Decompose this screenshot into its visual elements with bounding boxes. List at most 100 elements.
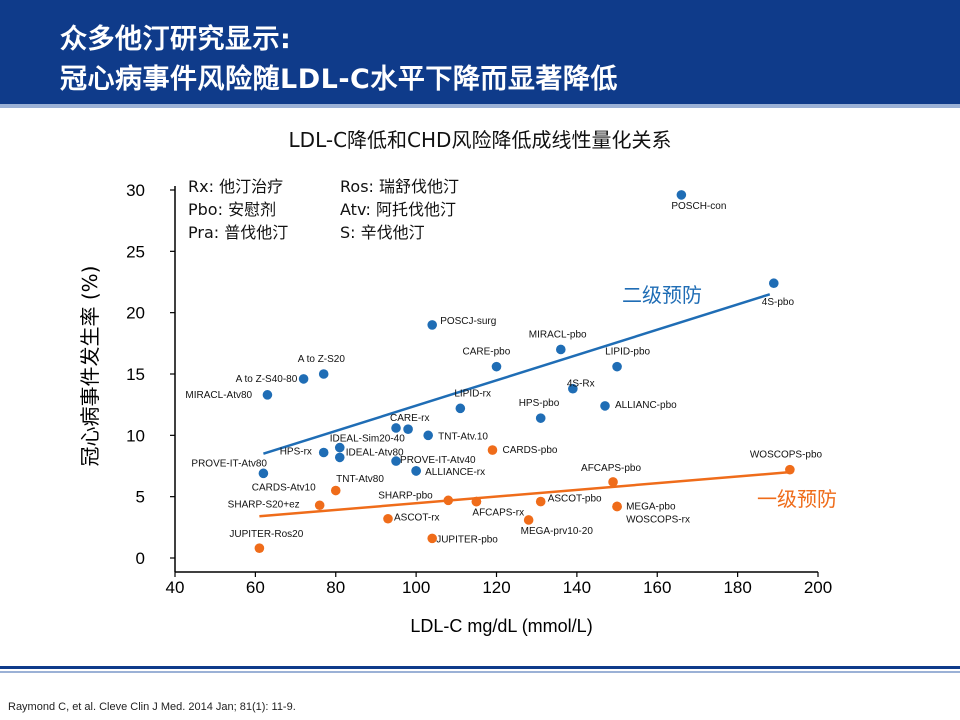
data-point — [443, 495, 454, 506]
data-point — [254, 543, 265, 553]
abbreviation-row: Pbo: 安慰剂 Atv: 阿托伐他汀 — [188, 198, 459, 221]
abbreviation-atv: Atv: 阿托伐他汀 — [340, 200, 457, 219]
data-point-label: AFCAPS-rx — [472, 508, 524, 519]
data-point — [785, 464, 795, 475]
footer-divider — [0, 666, 960, 669]
data-point-label: ASCOT-pbo — [548, 494, 602, 505]
data-point-label: IDEAL-Atv80 — [346, 447, 404, 458]
data-point-label: A to Z-S40-80 — [236, 374, 298, 385]
data-point — [487, 445, 498, 455]
abbreviation-rx: Rx: 他汀治疗 — [188, 177, 284, 196]
data-point-label: CARE-pbo — [463, 347, 511, 358]
slide-title-line2: 冠心病事件风险随LDL-C水平下降而显著降低 — [60, 64, 618, 95]
data-point-label: 4S-pbo — [762, 297, 795, 308]
data-point — [318, 447, 329, 458]
data-point — [391, 423, 401, 433]
data-point-label: TNT-Atv.10 — [438, 431, 488, 442]
data-point-label: SHARP-S20+ez — [228, 499, 300, 510]
data-point — [556, 344, 566, 355]
data-point — [314, 500, 325, 511]
data-point-label: IDEAL-Sim20-40 — [330, 434, 405, 445]
abbreviation-pbo: Pbo: 安慰剂 — [188, 200, 277, 219]
data-point — [411, 466, 421, 476]
data-point — [608, 477, 618, 487]
y-tick-label: 5 — [136, 488, 145, 507]
data-point-label: PROVE-IT-Atv40 — [400, 455, 476, 466]
secondary-trendline — [263, 293, 771, 455]
footer-divider-thin — [0, 671, 960, 673]
data-point-label: MEGA-pbo — [626, 501, 676, 512]
x-tick-label: 140 — [563, 578, 591, 597]
data-point-label: ALLIANCE-rx — [425, 467, 485, 478]
data-point-label: WOSCOPS-pbo — [750, 450, 823, 461]
x-tick-label: 40 — [166, 578, 185, 597]
x-tick-label: 100 — [402, 578, 430, 597]
abbreviation-row: Pra: 普伐他汀 S: 辛伐他汀 — [188, 221, 459, 244]
abbreviation-ros: Ros: 瑞舒伐他汀 — [340, 177, 460, 196]
data-point — [535, 496, 546, 507]
data-point-label: POSCJ-surg — [440, 316, 496, 327]
title-banner-divider — [0, 104, 960, 108]
y-tick-label: 15 — [126, 365, 145, 384]
data-point — [318, 369, 329, 379]
series-label-secondary-prevention: 二级预防 — [622, 283, 702, 307]
data-point-label: POSCH-con — [671, 201, 726, 212]
x-axis-label: LDL-C mg/dL (mmol/L) — [410, 616, 592, 636]
primary-trendline — [259, 470, 790, 518]
data-point-label: AFCAPS-pbo — [581, 463, 641, 474]
x-tick-label: 200 — [804, 578, 832, 597]
y-tick-label: 0 — [136, 549, 145, 568]
data-point — [600, 401, 610, 411]
data-point — [262, 390, 273, 400]
data-point-label: MIRACL-Atv80 — [185, 390, 252, 401]
data-point-label: TNT-Atv80 — [336, 474, 384, 485]
data-point — [455, 403, 466, 414]
citation: Raymond C, et al. Cleve Clin J Med. 2014… — [8, 701, 296, 713]
y-axis-label: 冠心病事件发生率 (%) — [78, 266, 102, 467]
data-point — [258, 468, 269, 479]
x-tick-label: 160 — [643, 578, 671, 597]
data-point — [612, 501, 622, 512]
y-tick-label: 25 — [126, 242, 145, 261]
abbreviation-legend: Rx: 他汀治疗 Ros: 瑞舒伐他汀 Pbo: 安慰剂 Atv: 阿托伐他汀 Pr… — [188, 175, 459, 244]
y-tick-label: 30 — [126, 181, 145, 200]
x-tick-label: 180 — [723, 578, 751, 597]
data-point — [391, 456, 401, 466]
x-tick-label: 120 — [482, 578, 510, 597]
data-point-label: ALLIANC-pbo — [615, 400, 677, 411]
data-point-label: WOSCOPS-rx — [626, 514, 690, 525]
data-point-label: CARDS-pbo — [502, 445, 557, 456]
abbreviation-s: S: 辛伐他汀 — [340, 223, 425, 242]
y-tick-label: 10 — [126, 426, 145, 445]
data-point-label: PROVE-IT-Atv80 — [191, 458, 267, 469]
data-point-label: HPS-pbo — [519, 398, 560, 409]
data-point — [768, 278, 779, 289]
data-point-label: JUPITER-Ros20 — [229, 529, 303, 540]
data-point — [535, 413, 546, 423]
data-point-label: CARE-rx — [390, 413, 429, 424]
data-point — [334, 452, 345, 463]
x-tick-label: 60 — [246, 578, 265, 597]
slide-title-line1: 众多他汀研究显示: — [60, 24, 292, 55]
series-label-primary-prevention: 一级预防 — [757, 487, 837, 511]
data-point — [334, 442, 345, 453]
data-point — [612, 361, 622, 372]
data-point-label: MEGA-prv10-20 — [521, 526, 594, 537]
abbreviation-row: Rx: 他汀治疗 Ros: 瑞舒伐他汀 — [188, 175, 459, 198]
data-point — [298, 374, 309, 384]
data-point — [330, 485, 341, 496]
data-point-label: MIRACL-pbo — [529, 329, 587, 340]
data-point — [676, 190, 687, 200]
data-point-label: LIPID-rx — [454, 388, 491, 399]
data-point — [423, 430, 433, 441]
data-point — [427, 320, 438, 330]
data-point — [523, 515, 534, 525]
data-point — [403, 424, 413, 435]
data-point — [568, 383, 578, 394]
title-banner — [0, 0, 960, 104]
y-tick-label: 20 — [126, 304, 145, 323]
abbreviation-pra: Pra: 普伐他汀 — [188, 223, 289, 242]
x-tick-label: 80 — [326, 578, 345, 597]
data-point-label: SHARP-pbo — [378, 490, 433, 501]
